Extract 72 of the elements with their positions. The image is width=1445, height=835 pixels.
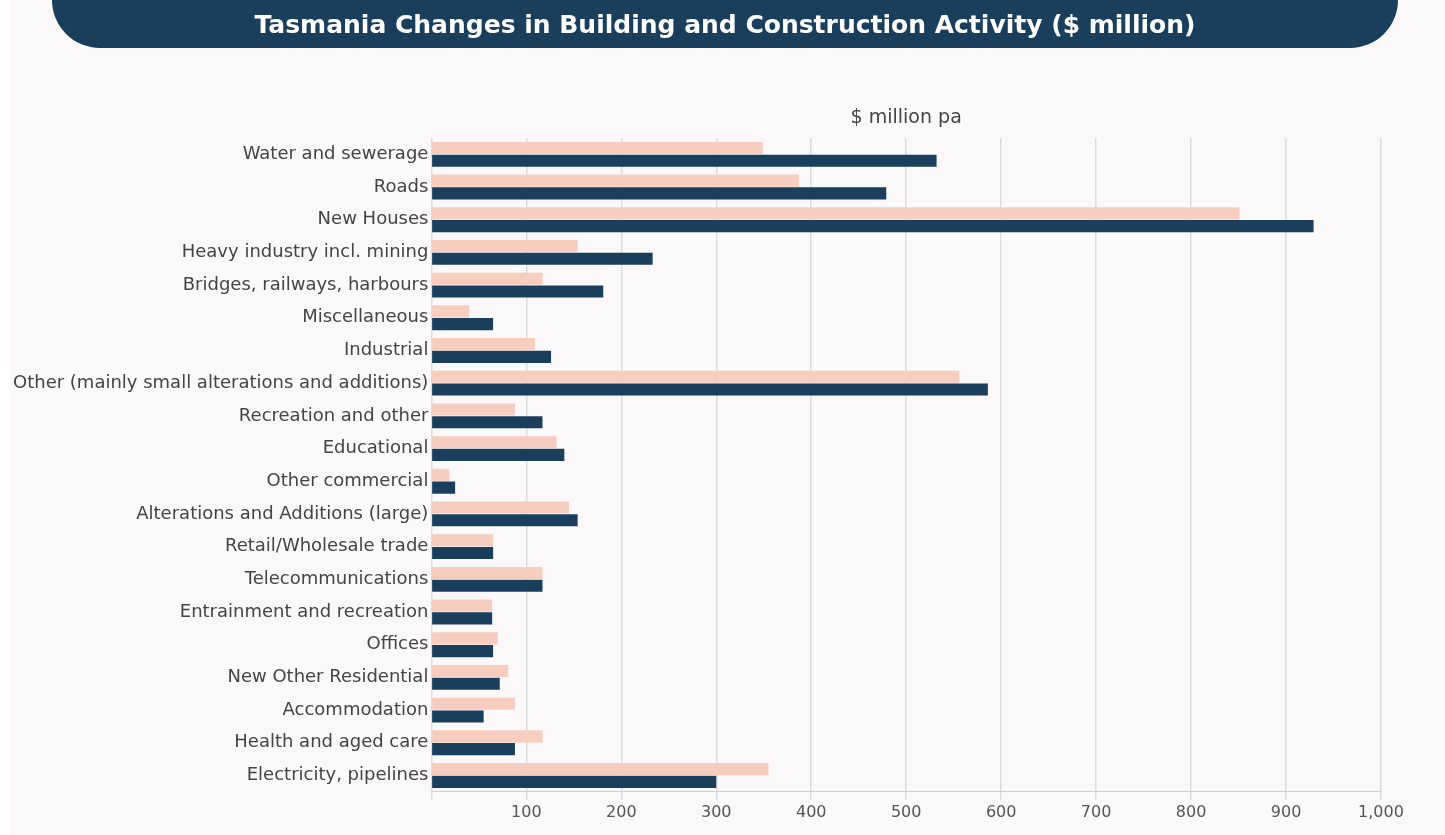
bar: [432, 579, 543, 592]
bar: [432, 743, 515, 756]
x-axis-title: $ million pa: [850, 105, 962, 128]
bar: [432, 239, 578, 253]
y-tick-label: Retail/Wholesale trade: [224, 534, 429, 556]
bar: [432, 599, 493, 612]
bar: [432, 220, 1314, 233]
x-tick-label: 300: [701, 801, 732, 821]
bar: [432, 436, 557, 449]
y-tick-label: Educational: [322, 436, 429, 458]
bar: [432, 187, 887, 200]
y-tick-label: Electricity, pipelines: [246, 763, 429, 785]
x-tick-label: 600: [985, 801, 1017, 821]
bar: [432, 546, 494, 560]
y-tick-label: Accommodation: [282, 697, 429, 719]
y-tick-label: Bridges, railways, harbours: [182, 272, 429, 294]
bar: [432, 566, 543, 579]
bar: [432, 501, 570, 514]
bar: [432, 252, 653, 265]
y-tick-label: Miscellaneous: [302, 305, 429, 327]
bar: [432, 763, 769, 776]
bar: [432, 370, 960, 383]
bar: [432, 468, 450, 481]
y-tick-label: New Other Residential: [227, 665, 429, 687]
bar: [432, 350, 552, 363]
bar: [432, 664, 509, 678]
y-tick-label: Roads: [373, 174, 429, 196]
x-tick-label: 700: [1080, 801, 1112, 821]
y-tick-label: Recreation and other: [238, 403, 429, 425]
bar: [432, 305, 470, 318]
bar: [432, 697, 515, 710]
y-tick-label: Industrial: [343, 338, 429, 360]
bar: [432, 416, 543, 429]
x-tick-label: 200: [606, 801, 637, 821]
bar: [432, 141, 763, 155]
bar: [432, 645, 494, 658]
bar: [432, 154, 937, 167]
bar: [432, 318, 494, 331]
bar: [432, 207, 1240, 220]
x-tick-label: 900: [1270, 801, 1302, 821]
y-tick-label: Offices: [366, 632, 429, 654]
y-tick-label: Entrainment and recreation: [179, 599, 429, 621]
bar: [432, 285, 604, 298]
bar: [432, 174, 799, 187]
y-tick-label: Alterations and Additions (large): [136, 501, 429, 523]
x-tick-label: 400: [795, 801, 827, 821]
bar: [432, 612, 493, 625]
x-tick-label: 800: [1175, 801, 1207, 821]
bar: [432, 730, 543, 743]
bar: [432, 403, 515, 416]
y-tick-label: Other (mainly small alterations and additions): [13, 370, 429, 392]
bar: [432, 448, 565, 461]
bar: [432, 632, 498, 645]
bar: [432, 272, 543, 285]
y-tick-label: New Houses: [317, 207, 429, 229]
y-tick-label: Health and aged care: [234, 730, 429, 752]
bar: [432, 383, 988, 396]
bar: [432, 677, 500, 690]
y-tick-label: Water and sewerage: [242, 142, 429, 164]
chart-title: Tasmania Changes in Building and Construction Activity ($ million): [52, 0, 1398, 48]
x-tick-label: 500: [890, 801, 922, 821]
y-tick-label: Other commercial: [266, 468, 429, 490]
x-tick-label: 1,000: [1358, 801, 1404, 821]
bar: [432, 481, 456, 494]
bar: [432, 338, 535, 351]
bar: [432, 710, 484, 723]
y-tick-label: Heavy industry incl. mining: [181, 240, 429, 262]
bar: [432, 534, 494, 547]
bar: [432, 514, 578, 527]
y-tick-label: Telecommunications: [243, 566, 429, 588]
bar: [432, 775, 717, 788]
x-tick-label: 100: [511, 801, 542, 821]
